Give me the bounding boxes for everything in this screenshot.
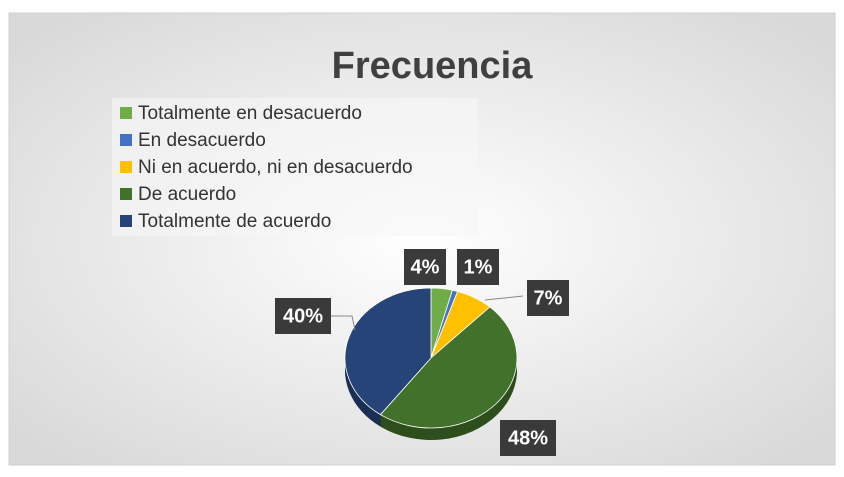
data-label-box bbox=[500, 420, 556, 456]
legend-swatch bbox=[120, 215, 132, 227]
data-label-box bbox=[457, 249, 499, 285]
data-label-box bbox=[404, 249, 446, 285]
chart-title: Frecuencia bbox=[332, 45, 534, 87]
data-label: 1% bbox=[464, 256, 493, 278]
data-label-box bbox=[275, 298, 331, 334]
legend-background bbox=[112, 98, 478, 236]
slice bbox=[379, 306, 518, 429]
data-label: 40% bbox=[283, 305, 323, 327]
leader-line bbox=[484, 295, 524, 301]
data-label: 48% bbox=[508, 427, 548, 449]
slice bbox=[344, 287, 432, 416]
data-label: 4% bbox=[411, 256, 440, 278]
legend-swatch bbox=[120, 134, 132, 146]
leader-line bbox=[331, 315, 356, 331]
legend-swatch bbox=[120, 107, 132, 119]
legend-swatch bbox=[120, 188, 132, 200]
legend-label: En desacuerdo bbox=[138, 130, 266, 151]
legend-label: Totalmente de acuerdo bbox=[138, 211, 331, 232]
legend-label: Totalmente en desacuerdo bbox=[138, 103, 362, 124]
legend-label: De acuerdo bbox=[138, 184, 236, 205]
legend-swatch bbox=[120, 161, 132, 173]
data-label-box bbox=[527, 280, 569, 316]
legend-label: Ni en acuerdo, ni en desacuerdo bbox=[138, 157, 413, 178]
data-label: 7% bbox=[534, 287, 563, 309]
